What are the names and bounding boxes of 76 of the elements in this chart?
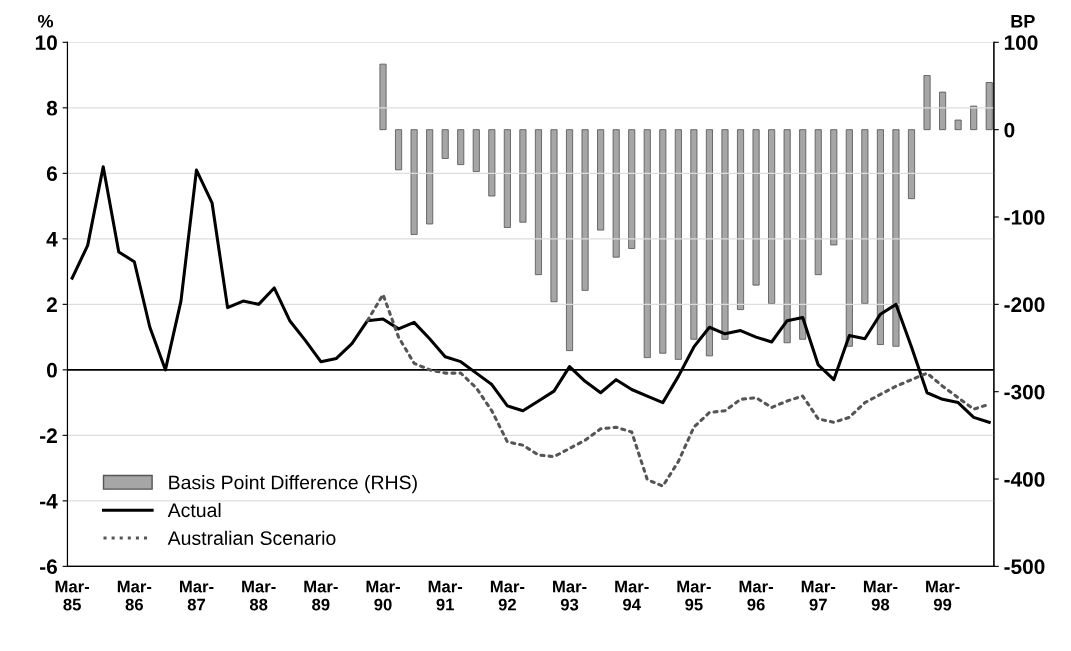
bar [659, 129, 667, 354]
bar [861, 129, 869, 304]
x-tick-label: Mar- 94 [615, 580, 649, 611]
x-tick-label: Mar- 99 [926, 580, 960, 611]
bar [923, 75, 931, 131]
x-tick-label: Mar- 95 [677, 580, 711, 611]
y2-tick-label: 100 [1004, 35, 1038, 51]
bar [457, 129, 465, 166]
bar [954, 119, 962, 131]
x-tick-label: Mar- 90 [366, 580, 400, 611]
bar [410, 129, 418, 235]
x-tick-label: Mar- 93 [553, 580, 587, 611]
y-tick-label: 2 [46, 297, 57, 312]
bar [876, 129, 884, 345]
bar [768, 129, 776, 304]
y2-tick-label: -300 [1004, 384, 1045, 400]
bar [752, 129, 760, 286]
bar [581, 129, 589, 291]
bar [597, 129, 605, 231]
bar [519, 129, 527, 223]
x-tick-label: Mar- 96 [739, 580, 773, 611]
bar [690, 129, 698, 340]
bar [395, 129, 403, 171]
bar [566, 129, 574, 352]
x-tick-label: Mar- 92 [490, 580, 525, 611]
y2-tick-label: -200 [1004, 297, 1045, 313]
bar [379, 63, 387, 131]
x-tick-label: Mar- 86 [117, 580, 152, 611]
bar [799, 129, 807, 340]
y-tick-label: 0 [46, 362, 57, 378]
bar [488, 129, 496, 197]
bar [534, 129, 542, 276]
y-tick-label: 8 [46, 100, 58, 116]
x-tick-label: Mar- 98 [863, 580, 898, 611]
bar [736, 129, 745, 310]
bar [721, 129, 729, 340]
y2-tick-label: -100 [1004, 210, 1045, 225]
legend-label: Actual [167, 502, 221, 518]
y2-tick-label: 0 [1004, 122, 1015, 138]
y2-tick-label: -400 [1004, 472, 1045, 487]
bar [472, 129, 480, 172]
bar [628, 129, 636, 249]
y-tick-label: 4 [46, 232, 58, 247]
bar [814, 129, 822, 276]
legend-label: Australian Scenario [167, 530, 336, 546]
x-tick-label: Mar- 87 [180, 580, 214, 611]
x-tick-label: Mar- 85 [55, 580, 90, 611]
x-tick-label: Mar- 88 [242, 580, 276, 611]
bar [892, 129, 900, 347]
bar [441, 129, 449, 159]
legend-label: Basis Point Difference (RHS) [169, 475, 417, 494]
y-tick-label: -6 [40, 559, 57, 575]
bar [985, 82, 993, 131]
y-tick-label: -4 [40, 494, 58, 509]
x-tick-label: Mar- 97 [801, 580, 836, 611]
bar [705, 129, 713, 357]
y2-axis-title: BP [1011, 15, 1035, 28]
bar [674, 129, 682, 360]
bar [939, 91, 947, 131]
y-axis-title: % [37, 14, 54, 28]
x-tick-label: Mar- 91 [428, 580, 463, 611]
bar [643, 129, 651, 359]
y-tick-label: 10 [35, 35, 57, 51]
bar [783, 129, 791, 344]
x-tick-label: Mar- 89 [304, 580, 338, 611]
bar [550, 129, 558, 303]
bar [907, 129, 916, 200]
y2-tick-label: -500 [1004, 559, 1045, 575]
y-tick-label: 6 [46, 166, 57, 182]
bar [845, 129, 853, 347]
bar [612, 129, 620, 258]
bar [830, 129, 838, 246]
y-tick-label: -2 [40, 428, 57, 443]
bar [503, 129, 511, 228]
bar [426, 129, 434, 225]
bar [970, 105, 978, 131]
